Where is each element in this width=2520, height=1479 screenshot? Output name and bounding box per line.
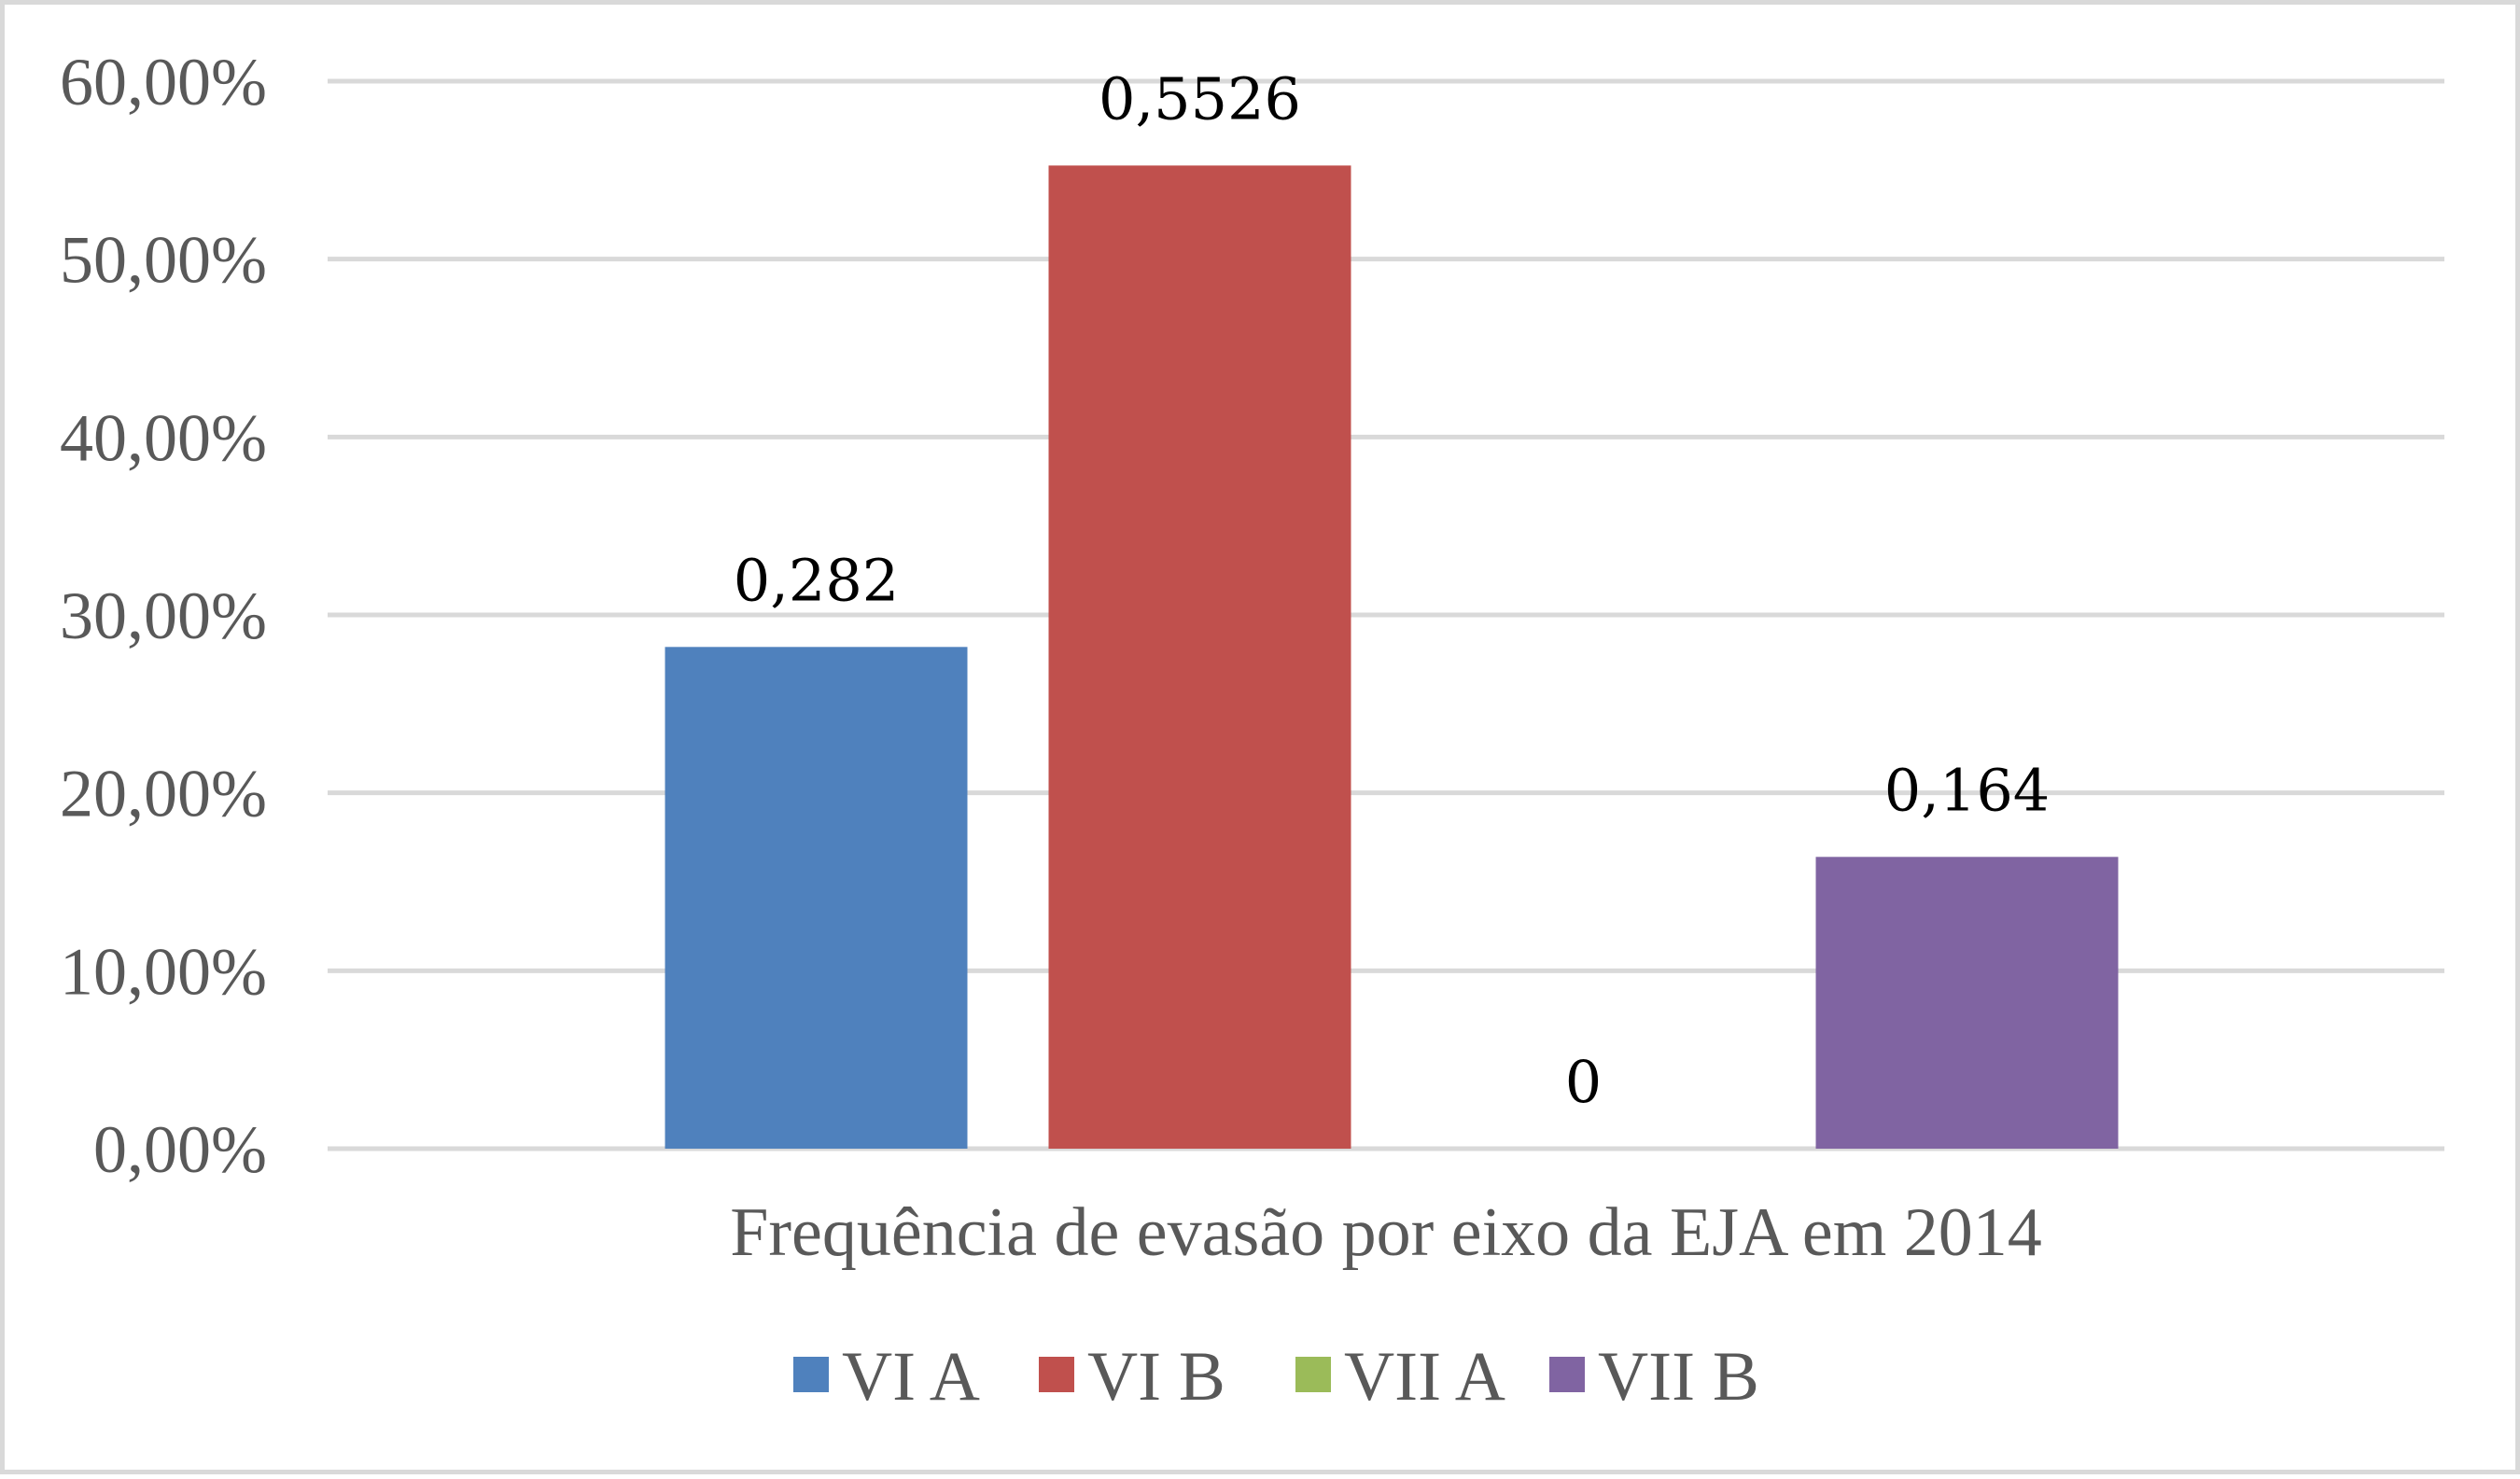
legend: VI A VI B VII A VII B bbox=[793, 1338, 1759, 1416]
data-label: 0,282 bbox=[734, 546, 900, 614]
legend-swatch bbox=[1549, 1357, 1585, 1392]
legend-item: VI A bbox=[793, 1338, 980, 1416]
legend-swatch bbox=[1039, 1357, 1074, 1392]
y-tick-label: 40,00% bbox=[60, 400, 267, 475]
legend-label: VI A bbox=[842, 1338, 980, 1416]
bars bbox=[665, 165, 2119, 1150]
gridlines bbox=[328, 78, 2444, 1151]
bar-chart: 0,00% 10,00% 20,00% 30,00% 40,00% 50,00% 60,00… bbox=[60, 45, 2444, 1416]
legend-item: VII A bbox=[1295, 1338, 1505, 1416]
bar-vii-b bbox=[1815, 857, 2119, 1149]
bar-vi-a bbox=[665, 647, 968, 1149]
data-labels: 0,282 0,5526 0 0,164 bbox=[734, 64, 2051, 1116]
y-tick-label: 50,00% bbox=[60, 223, 267, 298]
legend-label: VI B bbox=[1087, 1338, 1225, 1416]
y-axis-ticks: 0,00% 10,00% 20,00% 30,00% 40,00% 50,00% 60,00… bbox=[60, 45, 267, 1187]
legend-item: VI B bbox=[1039, 1338, 1225, 1416]
bar-vi-b bbox=[1048, 165, 1351, 1150]
y-tick-label: 60,00% bbox=[60, 45, 267, 119]
legend-swatch bbox=[1295, 1357, 1331, 1392]
data-label: 0,164 bbox=[1884, 756, 2051, 824]
legend-item: VII B bbox=[1549, 1338, 1759, 1416]
y-tick-label: 20,00% bbox=[60, 757, 267, 831]
y-tick-label: 30,00% bbox=[60, 579, 267, 653]
data-label: 0,5526 bbox=[1099, 64, 1301, 133]
x-axis-title: Frequência de evasão por eixo da EJA em … bbox=[730, 1194, 2042, 1271]
legend-label: VII B bbox=[1598, 1338, 1759, 1416]
y-tick-label: 0,00% bbox=[93, 1112, 267, 1187]
legend-swatch bbox=[793, 1357, 829, 1392]
y-tick-label: 10,00% bbox=[60, 934, 267, 1009]
data-label: 0 bbox=[1565, 1048, 1602, 1116]
legend-label: VII A bbox=[1344, 1338, 1505, 1416]
